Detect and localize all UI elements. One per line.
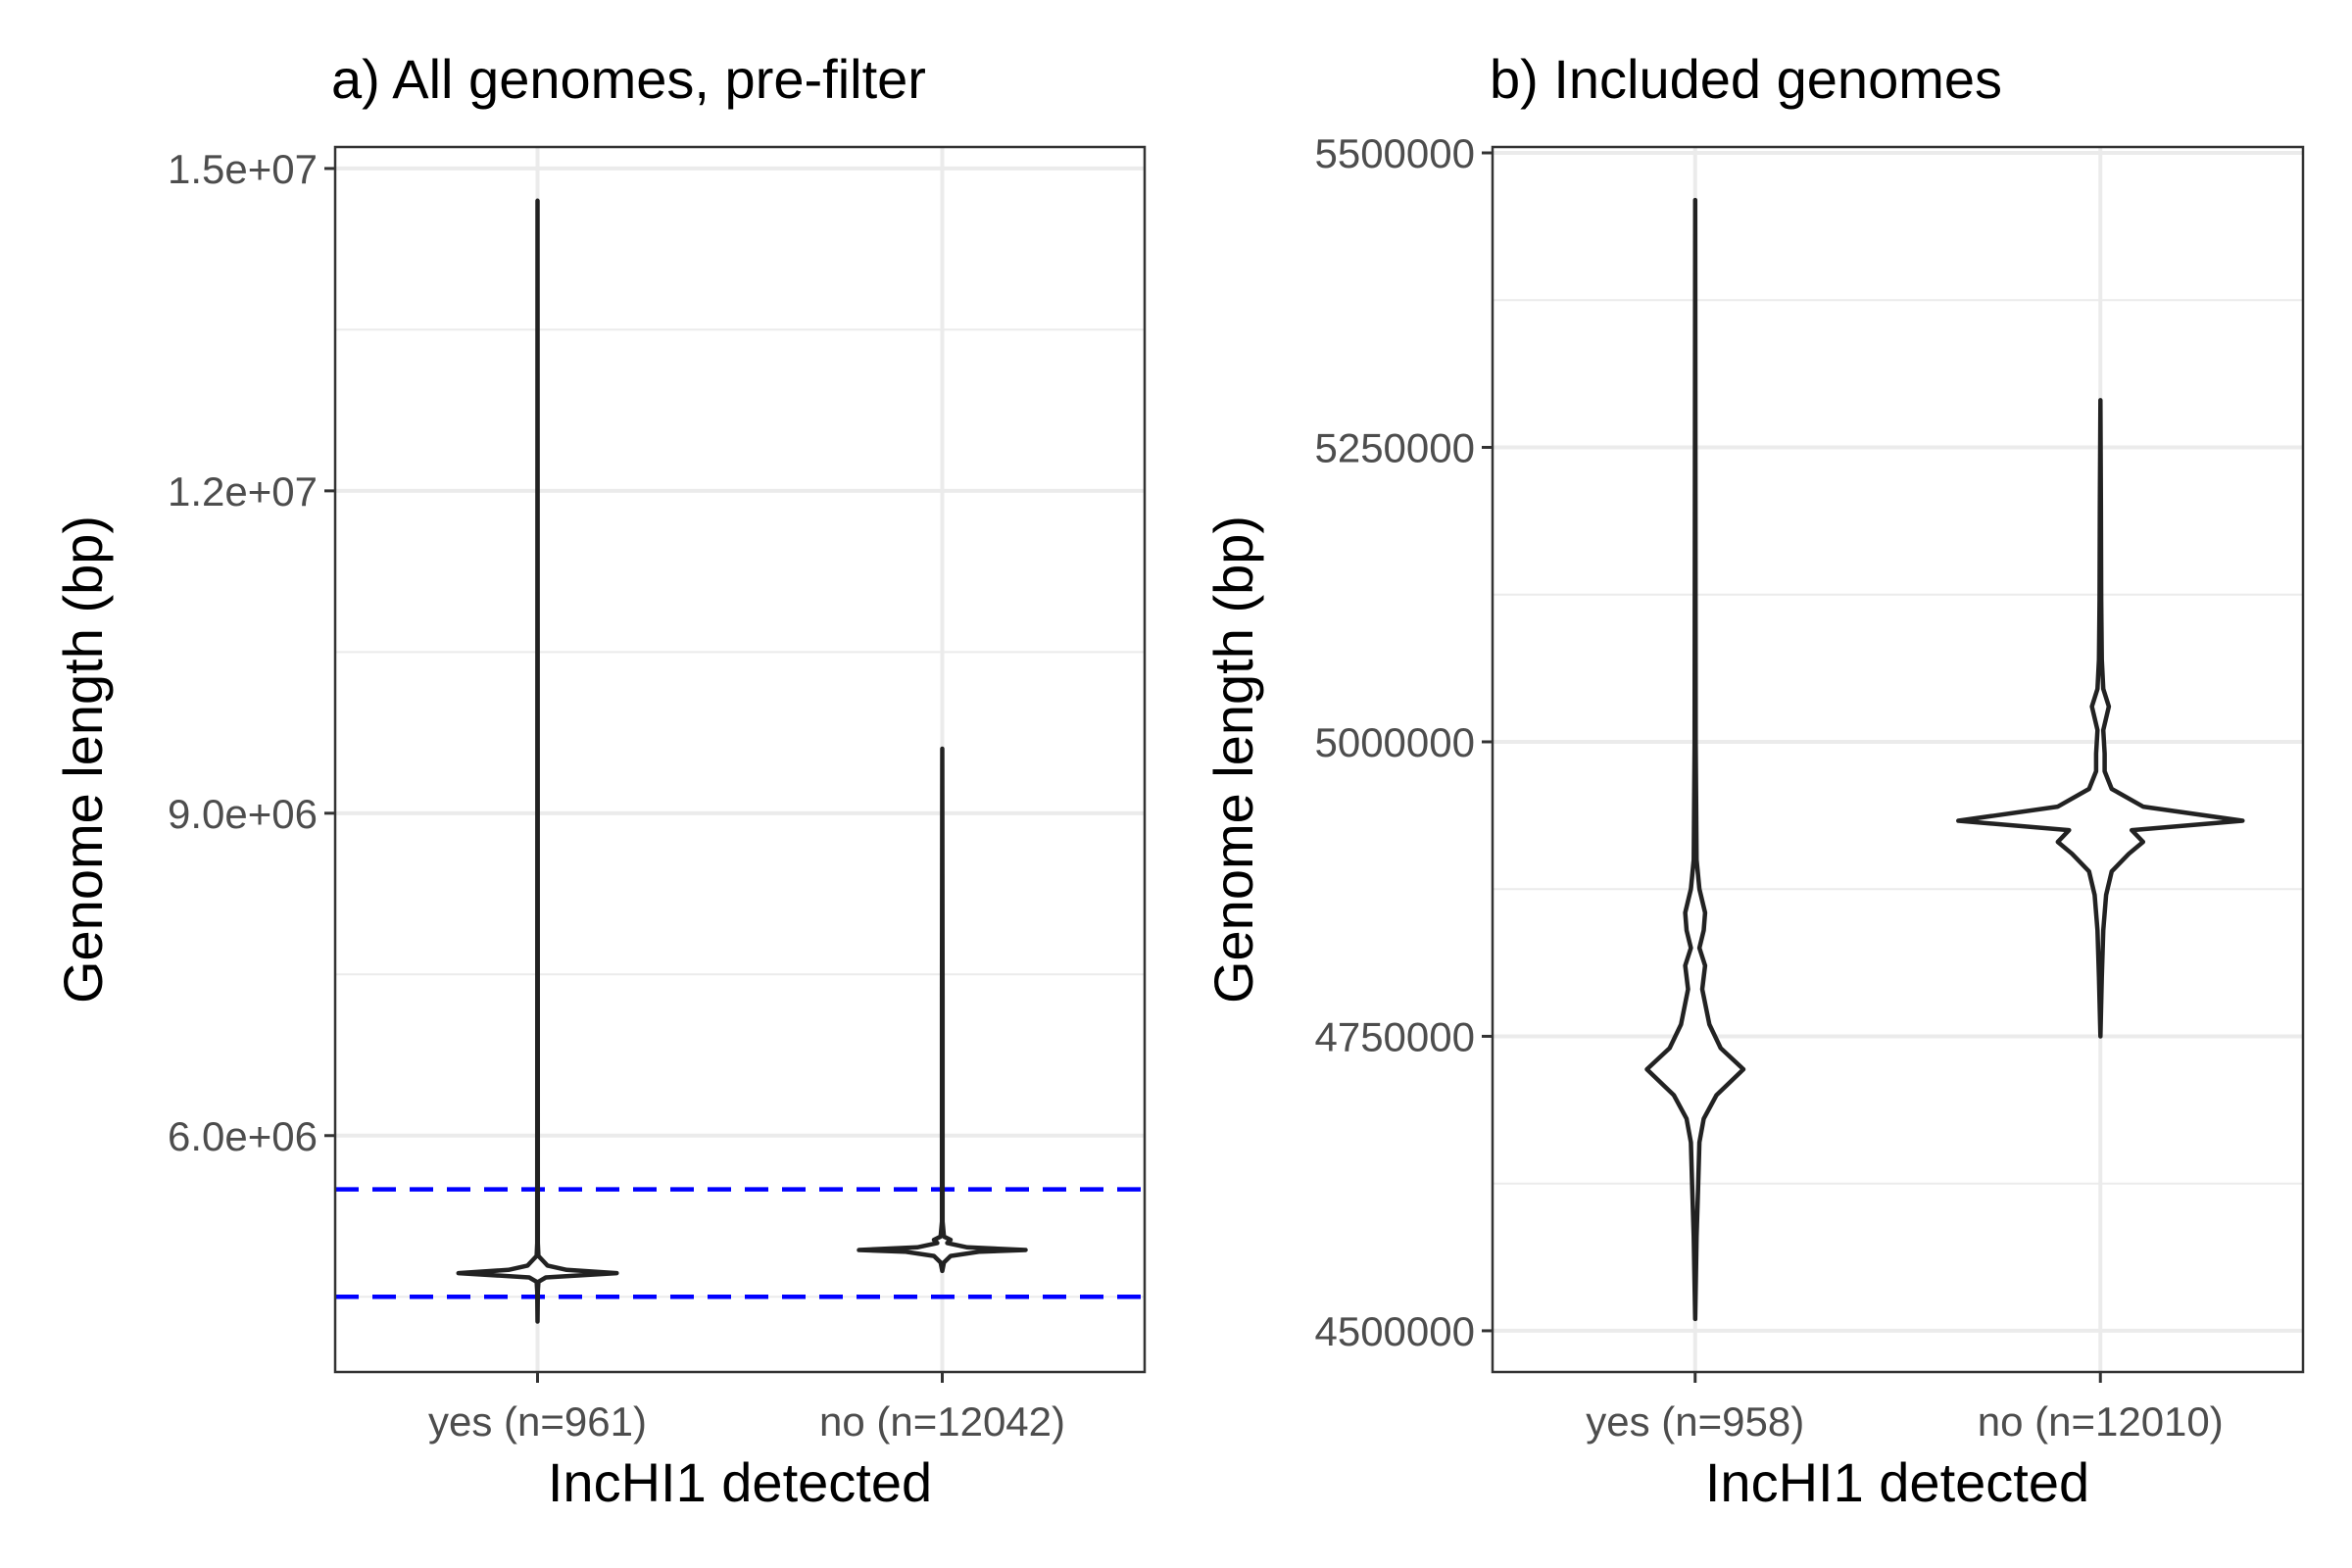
y-tick-label: 6.0e+06	[168, 1113, 318, 1159]
panel-b-x-axis: yes (n=958) no (n=12010)	[1586, 1372, 2224, 1445]
panel-b-y-axis: 4500000 4750000 5000000 5250000 5500000	[1314, 130, 1493, 1354]
panel-a: a) All genomes, pre-filter 6.0e+06 9.0e+0…	[52, 48, 1147, 1513]
x-tick-label: yes (n=958)	[1586, 1398, 1804, 1445]
panel-b-border	[1491, 145, 2305, 1374]
y-tick-label: 4500000	[1314, 1308, 1475, 1354]
y-tick-label: 1.5e+07	[168, 146, 318, 192]
violin-yes	[1644, 197, 1746, 1322]
panel-a-title: a) All genomes, pre-filter	[331, 48, 926, 110]
panel-a-border	[333, 145, 1147, 1374]
panel-a-y-axis-title: Genome length (bp)	[52, 515, 114, 1004]
violin-no	[1956, 398, 2245, 1039]
x-tick-label: no (n=12010)	[1978, 1398, 2224, 1445]
panel-a-reference-lines	[335, 1187, 1145, 1299]
violin-no	[857, 746, 1028, 1274]
panel-a-y-axis: 6.0e+06 9.0e+06 1.2e+07 1.5e+07	[168, 146, 335, 1159]
violin-yes	[456, 198, 619, 1324]
y-tick-label: 4750000	[1314, 1013, 1475, 1059]
y-tick-label: 5000000	[1314, 719, 1475, 765]
y-tick-label: 1.2e+07	[168, 468, 318, 514]
panel-a-x-axis-title: IncHI1 detected	[548, 1451, 932, 1513]
y-tick-label: 5500000	[1314, 130, 1475, 176]
panel-b: b) Included genomes 4500000 4750000 500000…	[1202, 48, 2305, 1513]
x-tick-label: no (n=12042)	[819, 1398, 1065, 1445]
panel-b-violins	[1644, 197, 2245, 1322]
y-tick-label: 5250000	[1314, 424, 1475, 470]
panel-b-y-axis-title: Genome length (bp)	[1202, 515, 1264, 1004]
panel-b-x-axis-title: IncHI1 detected	[1705, 1451, 2089, 1513]
panel-b-title: b) Included genomes	[1490, 48, 2002, 110]
x-tick-label: yes (n=961)	[428, 1398, 647, 1445]
panel-a-violins	[456, 198, 1028, 1324]
panel-a-x-axis: yes (n=961) no (n=12042)	[428, 1372, 1065, 1445]
y-tick-label: 9.0e+06	[168, 791, 318, 837]
